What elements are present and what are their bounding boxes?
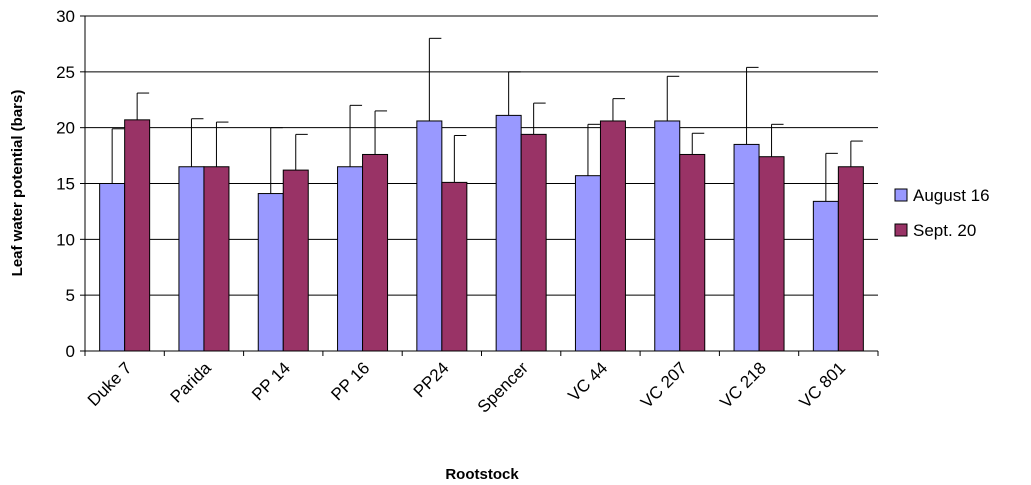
- bar: [124, 119, 151, 352]
- bar: [520, 133, 547, 352]
- bar: [654, 120, 681, 352]
- bar: [257, 193, 284, 352]
- bar: [812, 200, 839, 352]
- x-tick-label: VC 44: [564, 358, 611, 405]
- y-tick-label: 15: [56, 175, 75, 194]
- x-tick-label: Parida: [167, 358, 216, 407]
- error-bars: [111, 37, 863, 202]
- bar: [203, 166, 230, 352]
- x-tick-label: Duke 7: [84, 358, 136, 410]
- bars: [99, 114, 864, 352]
- bar: [758, 156, 785, 352]
- bar: [495, 114, 522, 352]
- x-tick-label: Spencer: [474, 358, 532, 416]
- legend: August 16 Sept. 20: [894, 186, 990, 240]
- bar: [99, 183, 126, 352]
- y-tick-label: 10: [56, 230, 75, 249]
- bar: [178, 166, 205, 352]
- x-tick-label: VC 218: [716, 358, 770, 412]
- bar: [416, 120, 443, 352]
- legend-swatch-august-16: [894, 188, 908, 202]
- bar: [599, 120, 626, 352]
- y-tick-label: 20: [56, 119, 75, 138]
- x-tick-label: PP24: [410, 358, 453, 401]
- bar: [441, 181, 468, 352]
- legend-label-sept-20: Sept. 20: [913, 221, 976, 240]
- y-tick-label: 25: [56, 63, 75, 82]
- bar: [837, 166, 864, 352]
- legend-swatch-sept-20: [894, 223, 908, 237]
- x-tick-label: VC 207: [637, 358, 691, 412]
- bar: [679, 153, 706, 352]
- legend-label-august-16: August 16: [913, 186, 990, 205]
- bar: [362, 153, 389, 352]
- x-tick-label: PP 16: [327, 358, 373, 404]
- y-tick-label: 5: [66, 286, 75, 305]
- y-tick-label: 0: [66, 342, 75, 361]
- x-tick-labels: Duke 7 Parida PP 14 PP 16 PP24 Spencer VC 44 VC…: [84, 358, 849, 417]
- axes: [80, 15, 879, 356]
- x-axis-title: Rootstock: [445, 466, 519, 483]
- x-tick-label: VC 801: [796, 358, 850, 412]
- x-tick-label: PP 14: [248, 358, 294, 404]
- bar: [282, 169, 309, 352]
- bar: [574, 175, 601, 352]
- y-tick-label: 30: [56, 7, 75, 26]
- y-axis-title: Leaf water potential (bars): [9, 90, 26, 277]
- bar: [733, 143, 760, 352]
- y-tick-labels: 0 5 10 15 20 25 30: [56, 7, 75, 361]
- bar: [337, 166, 364, 352]
